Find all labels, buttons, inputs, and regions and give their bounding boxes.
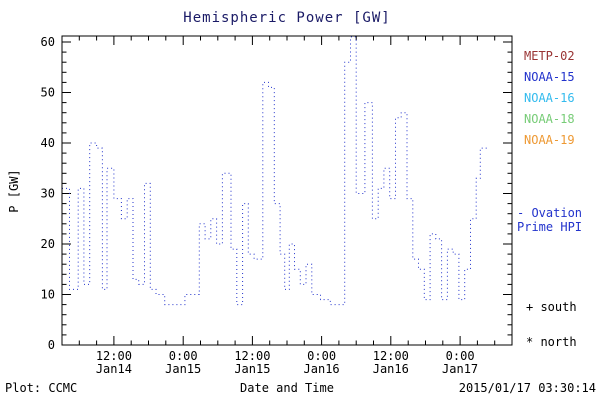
- x-tick-label-date: Jan16: [304, 362, 340, 376]
- legend: METP-02 NOAA-15 NOAA-16 NOAA-18 NOAA-19: [524, 46, 575, 151]
- x-tick-label-time: 12:00: [373, 349, 409, 363]
- x-tick-label-date: Jan16: [373, 362, 409, 376]
- y-tick-label: 60: [41, 35, 55, 49]
- x-tick-label-date: Jan15: [234, 362, 270, 376]
- y-tick-label: 10: [41, 288, 55, 302]
- y-tick-label: 50: [41, 86, 55, 100]
- y-tick-label: 30: [41, 187, 55, 201]
- legend-model-line1: - Ovation: [517, 206, 583, 220]
- y-tick-label: 0: [48, 338, 55, 352]
- x-tick-label-date: Jan15: [165, 362, 201, 376]
- plot-credit: Plot: CCMC: [5, 381, 78, 395]
- x-tick-label-time: 0:00: [446, 349, 475, 363]
- legend-item-noaa-19: NOAA-19: [524, 133, 575, 147]
- plot-timestamp: 2015/01/17 03:30:14: [458, 381, 596, 395]
- x-tick-label-time: 12:00: [96, 349, 132, 363]
- legend-model-label: - Ovation Prime HPI: [517, 206, 582, 234]
- x-tick-label-time: 0:00: [307, 349, 336, 363]
- legend-item-noaa-15: NOAA-15: [524, 70, 575, 84]
- legend-south-marker: + south: [526, 300, 577, 314]
- x-tick-label-date: Jan17: [442, 362, 478, 376]
- plot-frame: [61, 35, 513, 346]
- x-tick-label-date: Jan14: [96, 362, 132, 376]
- legend-item-metp-02: METP-02: [524, 49, 575, 63]
- x-axis-label: Date and Time: [240, 381, 334, 395]
- x-tick-label-time: 12:00: [234, 349, 270, 363]
- legend-north-marker: * north: [526, 335, 577, 349]
- hemispheric-power-trace: [62, 36, 489, 306]
- legend-item-noaa-18: NOAA-18: [524, 112, 575, 126]
- legend-model-line2: Prime HPI: [517, 220, 583, 234]
- y-tick-label: 40: [41, 136, 55, 150]
- x-tick-label-time: 0:00: [169, 349, 198, 363]
- legend-item-noaa-16: NOAA-16: [524, 91, 575, 105]
- y-tick-label: 20: [41, 237, 55, 251]
- plot-title: Hemispheric Power [GW]: [183, 10, 391, 26]
